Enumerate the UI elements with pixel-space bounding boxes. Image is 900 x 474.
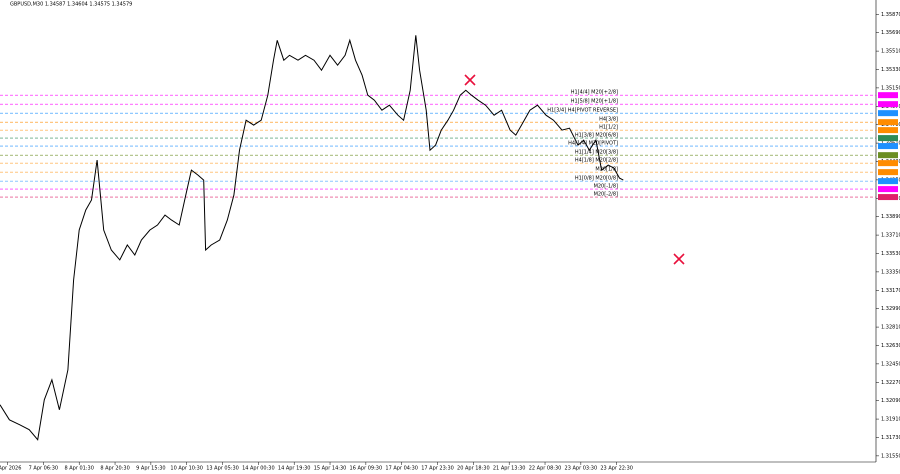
x-tick-label: 6 Apr 2026: [0, 466, 21, 472]
cross-marker: [673, 253, 685, 265]
level-tag: [878, 160, 898, 167]
x-tick-label: 16 Apr 09:30: [350, 466, 383, 472]
x-tick-label: 17 Apr 23:30: [421, 466, 454, 472]
y-tick-label: 1.33170: [881, 288, 900, 294]
level-label: M20[-1/8]: [594, 184, 618, 190]
level-label: H1[4/4] M20[+2/8]: [571, 90, 618, 96]
y-tick-label: 1.31550: [881, 453, 900, 459]
level-tag: [878, 152, 898, 159]
y-tick-label: 1.34790: [881, 122, 900, 128]
level-label: H1[0/8] M20[0/8]: [575, 176, 618, 182]
y-tick-label: 1.33530: [881, 251, 900, 257]
y-tick-label: 1.33890: [881, 214, 900, 220]
x-tick-label: 23 Apr 22:30: [600, 466, 633, 472]
x-tick-label: 9 Apr 15:30: [136, 466, 165, 472]
y-tick-label: 1.33710: [881, 233, 900, 239]
level-label: M20[-2/8]: [594, 192, 618, 198]
level-tag: [878, 194, 898, 201]
x-tick-label: 15 Apr 14:30: [314, 466, 347, 472]
level-label: H1[1/4] M20[3/8]: [575, 150, 618, 156]
y-tick-label: 1.31910: [881, 417, 900, 423]
y-tick-label: 1.33350: [881, 269, 900, 275]
x-tick-label: 13 Apr 05:30: [206, 466, 239, 472]
x-tick-label: 7 Apr 06:30: [29, 466, 58, 472]
level-tag: [878, 119, 898, 126]
y-tick-label: 1.35690: [881, 30, 900, 36]
y-tick-label: 1.32630: [881, 343, 900, 349]
y-tick-label: 1.35330: [881, 67, 900, 73]
y-tick-label: 1.32450: [881, 361, 900, 367]
level-label: M20[1/8]: [595, 167, 618, 173]
level-tag: [878, 92, 898, 99]
level-label: H4[3/8]: [599, 117, 618, 123]
x-tick-label: 22 Apr 08:30: [529, 466, 562, 472]
x-tick-label: 14 Apr 19:30: [278, 466, 311, 472]
x-tick-label: 23 Apr 03:30: [565, 466, 598, 472]
y-tick-label: 1.32810: [881, 325, 900, 331]
level-label: H1[3/4] H4[PIVOT REVERSE]: [547, 108, 618, 114]
level-tag: [878, 178, 898, 185]
y-tick-label: 1.35510: [881, 49, 900, 55]
x-tick-label: 17 Apr 04:30: [385, 466, 418, 472]
level-tag: [878, 169, 898, 176]
level-label: H1[1/2]: [599, 125, 618, 131]
chart-title: GBPUSD,M30 1.34587 1.34604 1.34575 1.345…: [10, 2, 132, 8]
x-tick-label: 8 Apr 20:30: [100, 466, 129, 472]
level-tag: [878, 143, 898, 150]
x-tick-label: 8 Apr 01:30: [64, 466, 93, 472]
level-tag: [878, 110, 898, 117]
cross-marker: [464, 74, 476, 86]
y-tick-label: 1.32090: [881, 398, 900, 404]
level-tag: [878, 186, 898, 193]
y-tick-label: 1.32990: [881, 306, 900, 312]
x-tick-label: 21 Apr 13:30: [493, 466, 526, 472]
y-tick-label: 1.35150: [881, 85, 900, 91]
level-label: H1[5/8] M20[+1/8]: [571, 99, 618, 105]
level-label: H4[1/8] M20[2/8]: [575, 158, 618, 164]
price-line: [0, 35, 624, 441]
y-tick-label: 1.31730: [881, 435, 900, 441]
x-tick-label: 10 Apr 10:30: [170, 466, 203, 472]
x-tick-label: 20 Apr 18:30: [457, 466, 490, 472]
x-tick-label: 14 Apr 00:30: [242, 466, 275, 472]
y-tick-label: 1.32270: [881, 380, 900, 386]
level-tag: [878, 127, 898, 134]
level-tag: [878, 101, 898, 108]
level-label: H1[3/8] M20[6/8]: [575, 133, 618, 139]
y-tick-label: 1.35870: [881, 12, 900, 18]
level-tag: [878, 135, 898, 142]
